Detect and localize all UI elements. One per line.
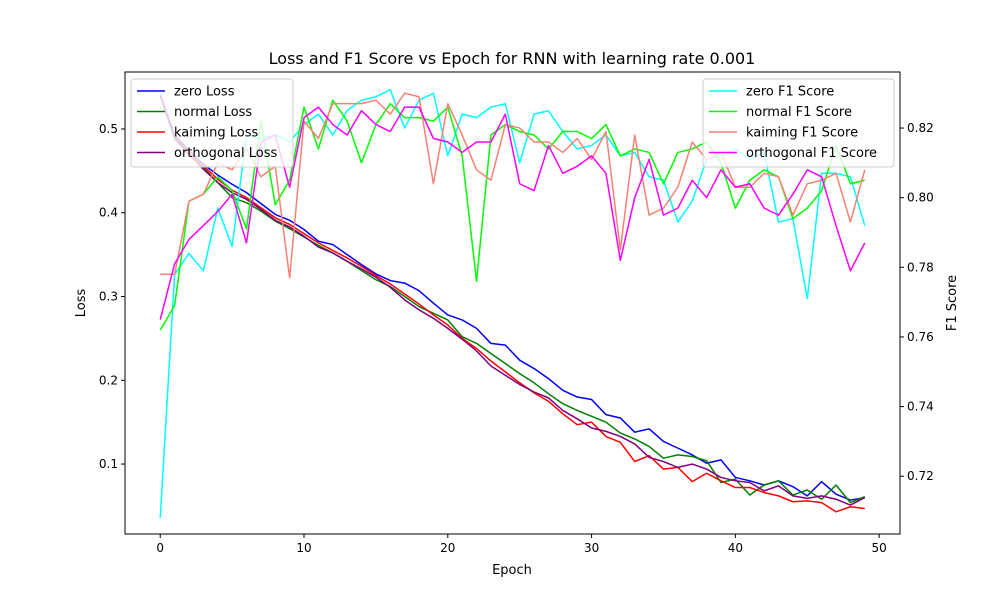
series-line-zero-loss	[159, 94, 865, 501]
y-right-tick-label: 0.78	[907, 260, 934, 274]
legend-label-kaiming-loss: kaiming Loss	[174, 126, 259, 141]
x-axis: 0 10 20 30 40 50	[156, 534, 887, 555]
x-tick-label: 10	[296, 541, 311, 555]
y-right-tick-label: 0.82	[907, 121, 934, 135]
legend-box	[702, 78, 895, 168]
legend-label-zero-f1-score: zero F1 Score	[746, 85, 834, 100]
y-axis-right: 0.72 0.74 0.76 0.78 0.80 0.82	[900, 121, 934, 483]
legend-label-zero-loss: zero Loss	[174, 85, 235, 100]
legend-label-orthogonal-f1-score: orthogonal F1 Score	[746, 146, 877, 161]
legend-loss: zero Loss normal Loss kaiming Loss orthogon…	[130, 78, 294, 168]
x-tick-label: 40	[728, 541, 743, 555]
y-axis-left-label: Loss	[74, 289, 89, 318]
legend-label-orthogonal-loss: orthogonal Loss	[174, 146, 277, 161]
x-tick-label: 20	[440, 541, 455, 555]
y-left-tick-label: 0.4	[99, 206, 118, 220]
y-right-tick-label: 0.74	[907, 400, 934, 414]
x-tick-label: 30	[584, 541, 599, 555]
legend-f1: zero F1 Score normal F1 Score kaiming F1 S…	[702, 78, 895, 168]
series-line-kaiming-f1-score	[160, 92, 866, 279]
legend-label-normal-loss: normal Loss	[174, 105, 252, 120]
y-axis-left: 0.1 0.2 0.3 0.4 0.5	[99, 122, 125, 471]
y-right-tick-label: 0.72	[907, 469, 934, 483]
y-left-tick-label: 0.2	[99, 373, 118, 387]
y-axis-right-label: F1 Score	[945, 275, 960, 331]
x-tick-label: 50	[872, 541, 887, 555]
x-axis-label: Epoch	[492, 563, 532, 578]
y-right-tick-label: 0.80	[907, 191, 934, 205]
plot-frame	[124, 71, 901, 535]
series-line-kaiming-loss	[159, 94, 865, 513]
chart-title: Loss and F1 Score vs Epoch for RNN with …	[269, 49, 756, 68]
y-left-tick-label: 0.3	[99, 290, 118, 304]
y-right-tick-label: 0.76	[907, 330, 934, 344]
y-left-tick-label: 0.1	[99, 457, 118, 471]
legend-label-kaiming-f1-score: kaiming F1 Score	[746, 126, 858, 141]
series-line-orthogonal-loss	[159, 94, 866, 506]
legend-box	[130, 78, 294, 168]
x-tick-label: 0	[156, 541, 164, 555]
y-left-tick-label: 0.5	[99, 122, 118, 136]
series-line-normal-loss	[159, 95, 866, 504]
legend-label-normal-f1-score: normal F1 Score	[746, 105, 852, 120]
